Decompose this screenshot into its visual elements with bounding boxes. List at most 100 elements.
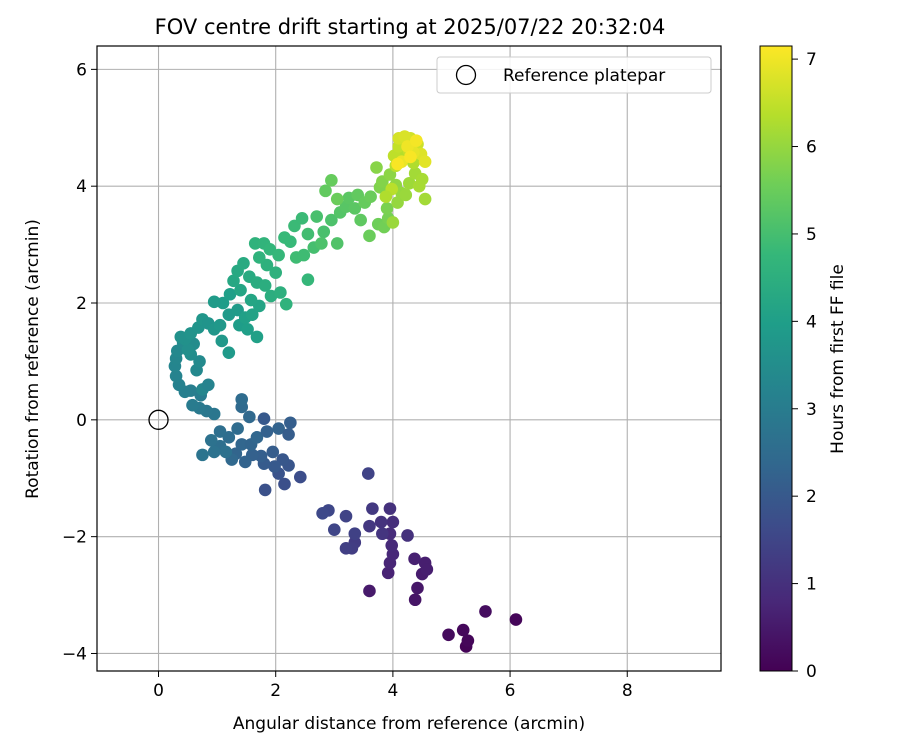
x-axis-ticks: 0 2 4 6 8 (153, 671, 633, 701)
scatter-point (252, 251, 266, 264)
x-tick-label: 0 (153, 681, 164, 701)
scatter-point (310, 210, 324, 223)
scatter-point (374, 515, 388, 529)
scatter-point (260, 425, 274, 438)
y-tick-label: 4 (76, 177, 87, 197)
scatter-point (213, 425, 227, 438)
scatter-point (385, 539, 399, 552)
scatter-point (258, 483, 272, 497)
scatter-point (269, 266, 283, 279)
scatter-point (169, 369, 183, 383)
scatter-point (248, 237, 262, 250)
scatter-point (297, 248, 311, 262)
scatter-point (279, 297, 293, 311)
y-axis-label: Rotation from reference (arcmin) (23, 219, 43, 499)
colorbar-ticks: 0 1 2 3 4 5 6 7 (792, 50, 817, 682)
scatter-point (408, 552, 421, 566)
scatter-point (235, 393, 249, 406)
scatter-point (380, 202, 394, 215)
scatter-point (284, 416, 297, 430)
scatter-point (317, 225, 331, 239)
scatter-point (219, 445, 233, 459)
scatter-point (243, 410, 256, 424)
scatter-point (402, 176, 416, 190)
scatter-point (288, 219, 301, 233)
scatter-point (363, 584, 376, 598)
scatter-point (257, 412, 271, 425)
x-tick-label: 8 (622, 681, 633, 701)
x-axis-label: Angular distance from reference (arcmin) (233, 714, 585, 734)
scatter-point (215, 334, 229, 348)
scatter-point (366, 502, 379, 515)
scatter-point (376, 527, 389, 541)
scatter-point (234, 283, 247, 297)
scatter-point (509, 613, 523, 626)
scatter-point (339, 509, 353, 523)
scatter-point (330, 237, 344, 250)
scatter-point (278, 477, 291, 491)
scatter-point (442, 628, 455, 642)
scatter-point (364, 190, 377, 204)
scatter-point (222, 346, 236, 359)
colorbar-tick-label: 5 (806, 225, 817, 245)
scatter-point (398, 130, 411, 143)
colorbar-gradient (759, 45, 793, 672)
scatter-point (213, 318, 227, 332)
x-tick-label: 6 (505, 681, 516, 701)
scatter-point (479, 605, 492, 618)
y-tick-label: −2 (62, 528, 87, 548)
scatter-point (379, 190, 393, 204)
scatter-point (181, 343, 195, 357)
reference-marker (148, 409, 169, 430)
y-tick-label: 0 (76, 411, 87, 431)
scatter-point (316, 506, 329, 520)
colorbar-tick-label: 4 (806, 312, 817, 332)
scatter-point (301, 273, 315, 286)
scatter-point (227, 274, 240, 288)
scatter-point (282, 428, 295, 441)
scatter-point (301, 227, 315, 241)
scatter-point (325, 213, 338, 227)
chart-title: FOV centre drift starting at 2025/07/22 … (155, 15, 666, 39)
scatter-point (202, 378, 215, 392)
scatter-point (325, 174, 338, 187)
legend: Reference platepar (436, 56, 712, 94)
scatter-point (207, 445, 221, 459)
scatter-point (361, 467, 375, 480)
scatter-point (461, 634, 475, 647)
scatter-point (391, 157, 404, 171)
scatter-point (207, 295, 221, 309)
scatter-point (410, 134, 423, 147)
scatter-point (404, 150, 417, 164)
scatter-point (401, 529, 414, 542)
scatter-point (456, 623, 470, 637)
scatter-point (363, 519, 376, 533)
scatter-point (381, 566, 395, 580)
y-tick-label: 6 (76, 60, 87, 80)
scatter-point (231, 303, 244, 317)
scatter-point (408, 593, 422, 607)
scatter-point (272, 422, 285, 435)
scatter-point (241, 322, 254, 336)
scatter-point (235, 438, 249, 451)
colorbar: 0 1 2 3 4 5 6 7 Hours from first FF file (759, 45, 848, 682)
scatter-point (386, 515, 400, 529)
scatter-point (330, 192, 344, 206)
legend-label: Reference platepar (503, 66, 665, 86)
scatter-point (237, 256, 250, 270)
scatter-point (415, 172, 429, 186)
x-tick-label: 2 (270, 681, 281, 701)
x-tick-label: 4 (387, 681, 398, 701)
scatter-point (245, 308, 259, 321)
scatter-point (411, 581, 424, 595)
scatter-point (250, 330, 264, 344)
scatter-point (223, 287, 237, 301)
colorbar-tick-label: 2 (806, 487, 817, 507)
scatter-point (244, 293, 258, 307)
scatter-point (231, 422, 244, 435)
scatter-point (284, 235, 297, 248)
scatter-point (272, 248, 285, 262)
colorbar-tick-label: 7 (806, 50, 817, 70)
y-axis-ticks: −4 −2 0 2 4 6 (62, 60, 97, 664)
scatter-point (348, 527, 362, 541)
